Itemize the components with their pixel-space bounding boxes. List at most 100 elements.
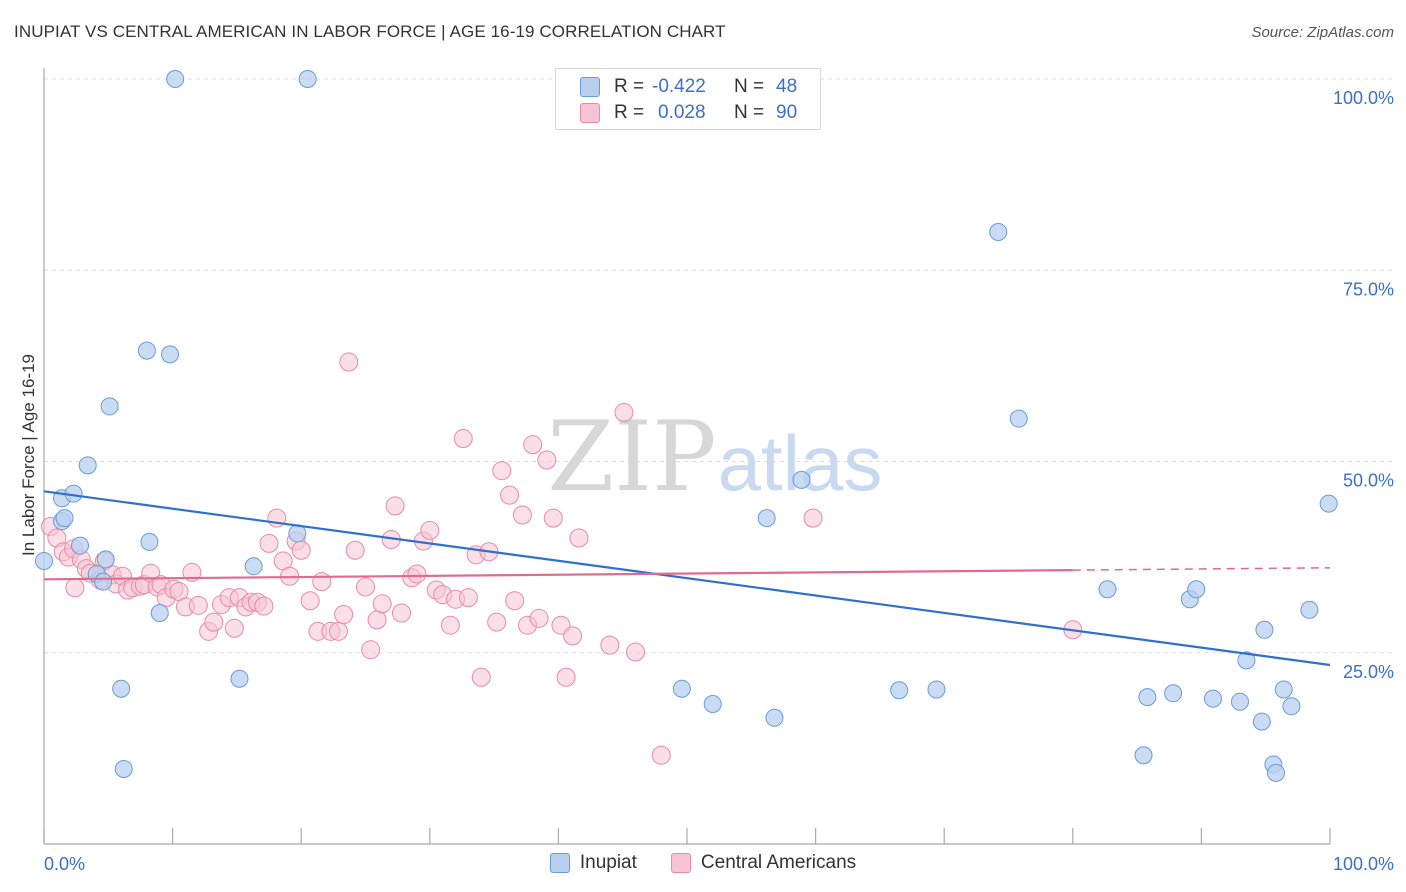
central-point <box>505 591 525 611</box>
inupiat-point <box>1009 409 1028 428</box>
central-point <box>487 612 507 632</box>
inupiat-point <box>1203 689 1222 708</box>
inupiat-point <box>1138 688 1157 707</box>
inupiat-point <box>100 397 119 416</box>
central-point <box>334 605 354 624</box>
inupiat-point <box>1164 684 1183 703</box>
legend-r-label: R = <box>614 102 645 123</box>
legend-item-inupiat[interactable]: Inupiat <box>549 852 637 874</box>
inupiat-point <box>1282 697 1301 716</box>
inupiat-point <box>1187 580 1206 599</box>
central-point <box>372 594 392 614</box>
source-label: Source: ZipAtlas.com <box>1251 24 1394 41</box>
y-tick-label: 50.0% <box>1343 471 1394 491</box>
central-trend-line <box>43 569 1073 581</box>
inupiat-point <box>1300 600 1319 619</box>
legend-r-label: R = <box>614 76 645 97</box>
legend-n-inupiat: 48 <box>776 76 798 97</box>
x-tick-label: 100.0% <box>1333 854 1394 874</box>
trend-lines <box>43 490 1331 667</box>
central-point <box>224 618 244 638</box>
legend-swatch-inupiat <box>580 77 600 97</box>
central-point <box>529 608 549 628</box>
central-point <box>312 572 332 592</box>
central-point <box>440 615 460 635</box>
legend-swatch-central <box>580 103 600 123</box>
inupiat-point <box>114 760 133 779</box>
legend-n-central: 90 <box>776 102 798 123</box>
inupiat-point <box>765 708 784 727</box>
inupiat-point <box>757 509 776 528</box>
inupiat-point <box>1252 712 1271 731</box>
legend-swatch-inupiat <box>549 853 570 873</box>
y-tick-label: 75.0% <box>1343 279 1394 299</box>
central-point <box>626 642 646 662</box>
central-point <box>500 485 520 505</box>
inupiat-point <box>1319 494 1338 513</box>
inupiat-point <box>1098 580 1117 599</box>
inupiat-point <box>94 572 113 591</box>
y-axis-label: In Labor Force | Age 16-19 <box>19 354 38 556</box>
inupiat-point <box>792 470 811 489</box>
axes <box>43 68 1331 845</box>
inupiat-point <box>288 524 307 543</box>
inupiat-point <box>161 345 180 364</box>
inupiat-point <box>55 509 74 528</box>
central-point <box>803 508 823 528</box>
central-point <box>453 429 473 449</box>
stats-legend: R = -0.422 N = 48 R = 0.028 N = 90 <box>555 68 821 130</box>
central-point <box>392 603 412 623</box>
x-tick-label: 0.0% <box>44 854 85 874</box>
central-point <box>254 596 274 616</box>
central-point <box>367 610 387 630</box>
central-point <box>563 626 583 646</box>
bottom-legend: Inupiat Central Americans <box>0 852 1406 874</box>
central-point <box>537 450 557 470</box>
inupiat-point <box>71 536 90 555</box>
central-point <box>458 588 478 608</box>
watermark-atlas: atlas <box>718 419 883 507</box>
central-point <box>569 528 589 548</box>
inupiat-point <box>1230 692 1249 711</box>
central-point <box>385 496 405 516</box>
central-point <box>328 621 348 641</box>
central-trend-extension <box>1072 567 1331 571</box>
inupiat-point <box>890 681 909 700</box>
chart-title: INUPIAT VS CENTRAL AMERICAN IN LABOR FOR… <box>14 22 726 41</box>
central-point <box>600 635 620 655</box>
inupiat-point <box>35 551 53 570</box>
y-tick-label: 25.0% <box>1343 662 1394 682</box>
central-point <box>651 745 671 765</box>
central-point <box>259 533 279 553</box>
inupiat-point <box>927 680 946 699</box>
inupiat-point <box>1134 746 1153 765</box>
central-point <box>300 591 320 611</box>
inupiat-point <box>298 70 317 88</box>
legend-r-central: 0.028 <box>658 102 706 123</box>
central-point <box>471 667 491 687</box>
inupiat-point <box>244 557 263 576</box>
central-point <box>407 564 427 584</box>
central-point <box>339 352 359 372</box>
inupiat-point <box>1237 651 1256 670</box>
inupiat-point <box>1255 620 1274 639</box>
legend-n-label: N = <box>734 102 765 123</box>
central-point <box>188 595 208 615</box>
legend-label-central: Central Americans <box>700 852 857 873</box>
central-point <box>523 435 543 455</box>
inupiat-point <box>230 669 249 688</box>
y-tick-label: 100.0% <box>1333 88 1394 108</box>
legend-n-label: N = <box>734 76 765 97</box>
legend-r-inupiat: -0.422 <box>652 76 706 97</box>
legend-item-central[interactable]: Central Americans <box>670 852 857 874</box>
inupiat-point <box>1274 680 1293 699</box>
inupiat-point <box>140 532 159 551</box>
central-point <box>345 540 365 560</box>
central-point <box>361 640 381 660</box>
inupiat-point <box>166 70 185 88</box>
inupiat-point <box>78 456 97 475</box>
central-point <box>543 508 563 528</box>
central-point <box>512 505 532 525</box>
tick-labels: 25.0% 50.0% 75.0% 100.0% 0.0% 100.0% <box>44 88 1394 874</box>
inupiat-point <box>137 341 156 360</box>
